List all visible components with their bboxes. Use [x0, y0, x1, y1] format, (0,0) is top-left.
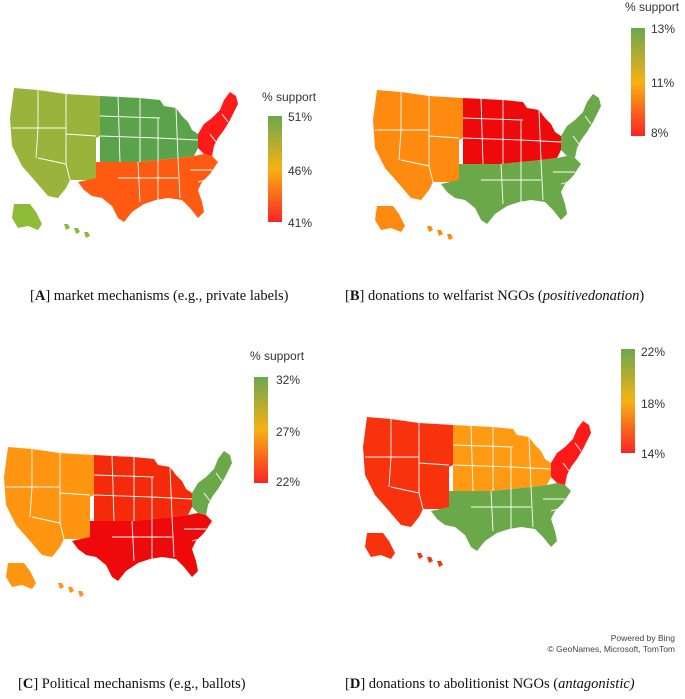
legend-bar	[268, 116, 282, 222]
legend-tick-mid: 46%	[288, 164, 313, 178]
region-south	[431, 483, 571, 551]
legend-tick-min: 14%	[641, 447, 666, 461]
legend-tick-mid: 27%	[276, 425, 301, 439]
region-alaska	[6, 563, 36, 589]
panel-c: % support 32% 27% 22%	[0, 345, 340, 645]
region-alaska	[375, 206, 405, 232]
panel-b: % support 13% 11% 8%	[345, 0, 685, 300]
legend-tick-min: 8%	[651, 126, 669, 140]
region-northeast	[561, 94, 601, 158]
region-south	[72, 513, 212, 581]
legend-bar	[621, 349, 635, 453]
legend-title: % support	[625, 0, 680, 14]
region-midwest	[453, 425, 551, 491]
attribution-credits: © GeoNames, Microsoft, TomTom	[547, 644, 676, 654]
legend-tick-max: 51%	[288, 110, 313, 124]
region-hawaii	[417, 553, 443, 567]
region-hawaii	[427, 226, 453, 240]
legend-bar	[254, 377, 268, 483]
region-northeast	[198, 92, 238, 156]
map-attribution: Powered by Bing © GeoNames, Microsoft, T…	[445, 633, 676, 655]
region-south	[441, 156, 581, 224]
caption-d: [D] donations to abolitionist NGOs (anta…	[345, 676, 635, 692]
legend-tick-min: 22%	[276, 475, 301, 489]
caption-b: [B] donations to welfarist NGOs (positiv…	[345, 288, 645, 304]
legend-bar	[631, 28, 645, 136]
attribution-powered-by: Powered by Bing	[610, 633, 675, 643]
region-alaska	[365, 533, 395, 559]
legend-tick-max: 32%	[276, 373, 301, 387]
legend-title: % support	[250, 349, 305, 363]
region-midwest	[100, 96, 198, 162]
region-northeast	[551, 421, 591, 485]
legend-tick-min: 41%	[288, 216, 313, 230]
region-midwest	[94, 455, 192, 521]
region-south	[78, 154, 218, 222]
legend-title: % support	[262, 90, 317, 104]
region-alaska	[12, 204, 42, 230]
panel-a: % support 51% 46% 41%	[0, 0, 340, 300]
panel-d: 22% 18% 14% Powered by Bing © GeoNames, …	[345, 345, 685, 654]
region-hawaii	[58, 583, 84, 597]
legend-tick-mid: 18%	[641, 397, 666, 411]
legend-tick-max: 13%	[651, 22, 676, 36]
caption-a: [A] market mechanisms (e.g., private lab…	[30, 288, 289, 304]
caption-c: [C] Political mechanisms (e.g., ballots)	[18, 676, 246, 692]
legend-tick-mid: 11%	[651, 76, 675, 90]
region-hawaii	[64, 224, 90, 238]
legend-tick-max: 22%	[641, 345, 666, 359]
region-northeast	[192, 451, 232, 515]
region-midwest	[463, 98, 561, 164]
